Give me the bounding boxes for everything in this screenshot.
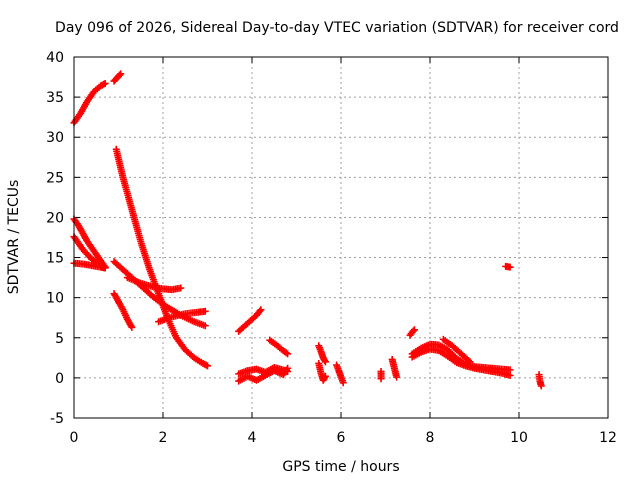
x-tick-label: 8 — [426, 430, 435, 446]
data-point — [284, 350, 292, 358]
data-point — [284, 364, 292, 372]
y-tick-label: 35 — [46, 90, 64, 106]
data-point — [177, 284, 185, 292]
data-point — [101, 79, 109, 87]
y-tick-label: 15 — [46, 251, 64, 267]
plot-frame — [73, 56, 609, 419]
data-point — [393, 373, 401, 381]
data-point — [537, 382, 545, 390]
data-point — [202, 361, 210, 369]
y-tick-label: 0 — [55, 371, 64, 387]
data-point — [321, 372, 329, 380]
data-point — [282, 349, 290, 357]
data-point — [201, 307, 209, 315]
data-point — [100, 80, 108, 88]
data-point — [339, 379, 347, 387]
x-tick-label: 12 — [599, 430, 617, 446]
data-point — [117, 70, 125, 78]
data-point — [506, 263, 514, 271]
data-point — [377, 367, 385, 375]
data-point — [410, 326, 418, 334]
y-tick-label: 25 — [46, 170, 64, 186]
data-point — [409, 327, 417, 335]
x-tick-label: 10 — [510, 430, 528, 446]
data-point — [466, 358, 474, 366]
chart-title: Day 096 of 2026, Sidereal Day-to-day VTE… — [55, 20, 619, 36]
x-tick-label: 4 — [248, 430, 257, 446]
x-axis-label: GPS time / hours — [282, 459, 399, 475]
y-axis-label: SDTVAR / TECUs — [6, 180, 22, 295]
data-point — [256, 307, 264, 315]
data-point — [204, 362, 211, 370]
x-tick-label: 2 — [159, 430, 168, 446]
data-point — [116, 71, 124, 79]
y-tick-label: 20 — [46, 210, 64, 226]
data-point — [128, 323, 136, 331]
data-point — [321, 358, 329, 366]
y-tick-label: 40 — [46, 50, 64, 66]
y-tick-label: 30 — [46, 130, 64, 146]
data-point — [201, 322, 209, 330]
data-point — [465, 357, 473, 365]
x-tick-label: 0 — [70, 430, 79, 446]
y-tick-label: -5 — [50, 411, 64, 427]
data-point — [506, 371, 514, 379]
x-tick-label: 6 — [337, 430, 346, 446]
data-point — [257, 306, 265, 314]
y-tick-label: 5 — [55, 331, 64, 347]
tick-labels: 0 2 4 6 8 10 12 -5 0 5 10 15 20 25 30 35 40 — [46, 50, 617, 446]
y-tick-label: 10 — [46, 291, 64, 307]
data-point — [101, 264, 109, 272]
data-points — [70, 70, 545, 390]
